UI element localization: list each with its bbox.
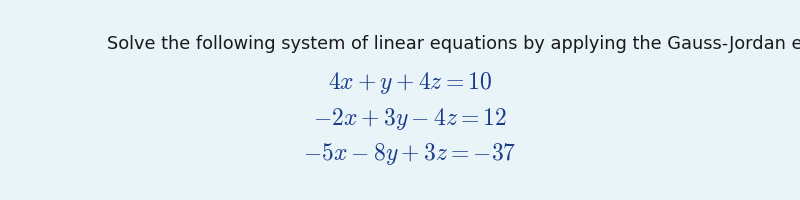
Text: $4x + y + 4z = 10$: $4x + y + 4z = 10$: [328, 70, 492, 96]
Text: $-5x - 8y + 3z = {-37}$: $-5x - 8y + 3z = {-37}$: [303, 141, 517, 167]
Text: Solve the following system of linear equations by applying the Gauss-Jordan elim: Solve the following system of linear equ…: [107, 35, 800, 53]
Text: $-2x + 3y - 4z = 12$: $-2x + 3y - 4z = 12$: [313, 106, 507, 132]
